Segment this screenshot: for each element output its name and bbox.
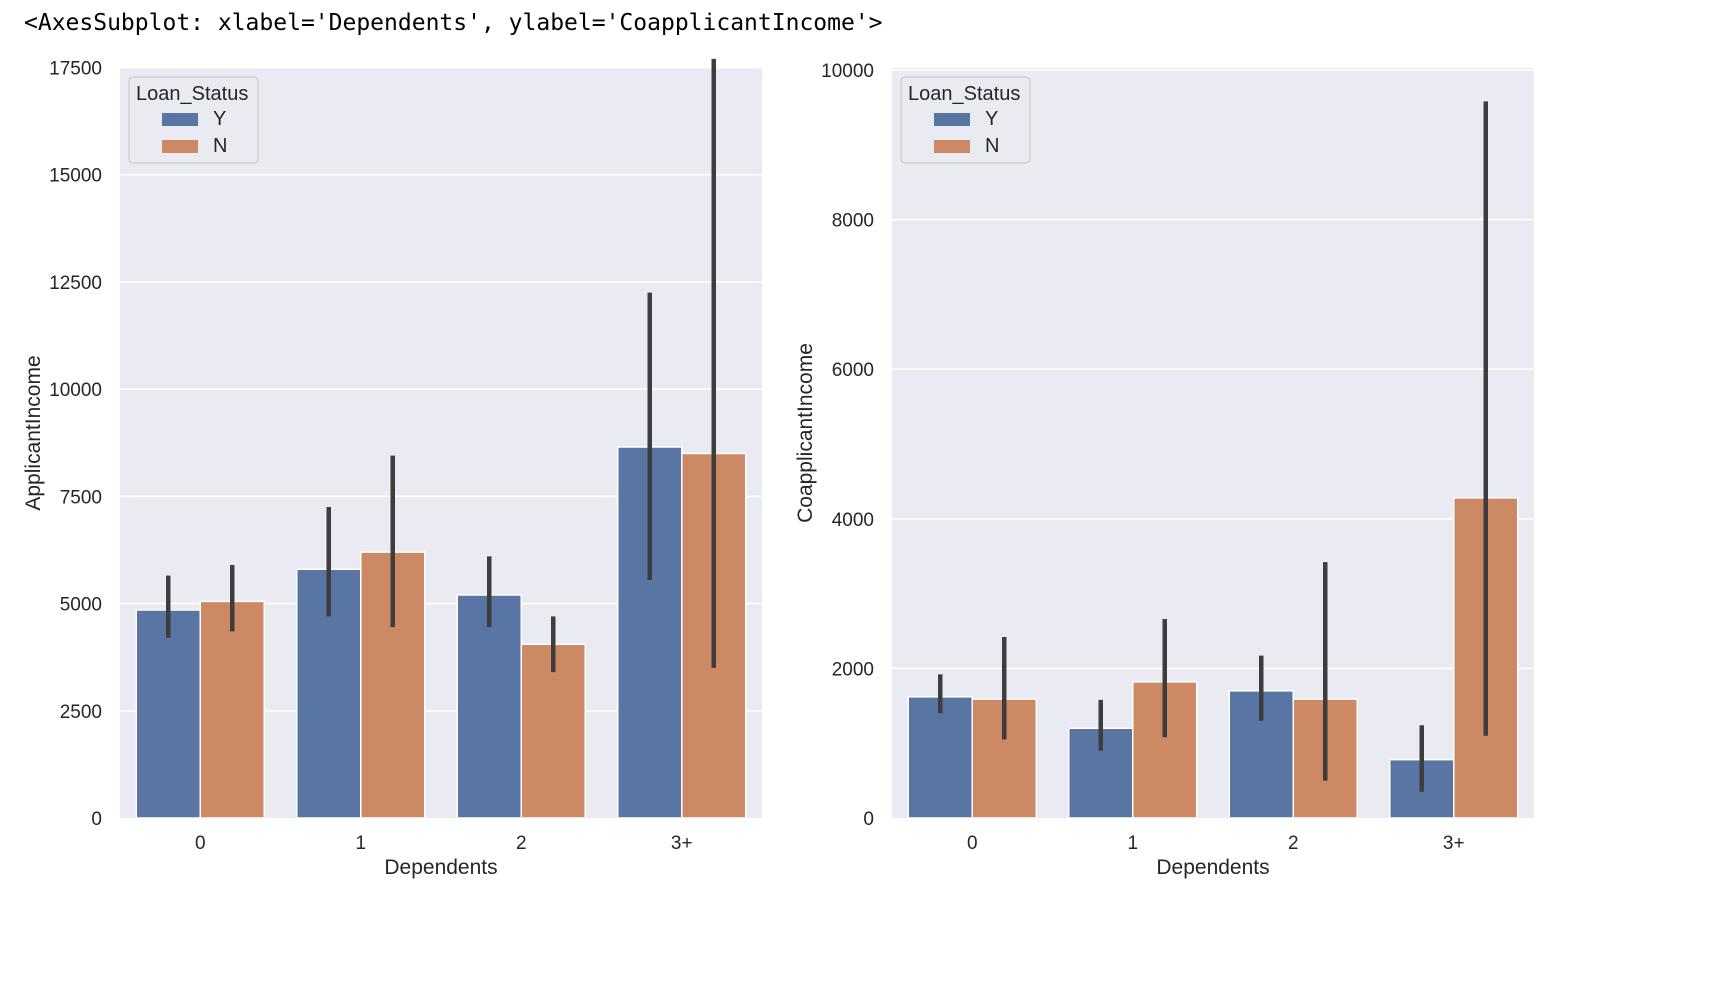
y-tick-label: 12500 [49,273,102,294]
x-tick-label: 2 [516,833,527,854]
output-repr-text: <AxesSubplot: xlabel='Dependents', ylabe… [24,10,883,36]
y-tick-label: 2000 [832,659,874,680]
legend-swatch-y [162,113,198,126]
y-tick-label: 10000 [49,380,102,401]
legend-label-n: N [213,135,227,157]
applicant-income-chart: 0 2500 5000 7500 10000 12500 15000 17500 0 1 2 3+ De… [22,58,762,879]
legend-title: Loan_Status [136,83,248,105]
y-tick-label: 2500 [60,702,102,723]
legend-label-n: N [985,135,999,157]
y-tick-label: 15000 [49,166,102,187]
y-tick-label: 6000 [832,360,874,381]
x-axis-label: Dependents [384,856,497,879]
legend: Loan_Status YN [128,76,259,164]
y-axis-label: CoapplicantIncome [794,343,817,523]
x-tick-label: 0 [967,833,978,854]
x-tick-label: 3+ [671,833,693,854]
x-tick-label: 1 [355,833,366,854]
y-tick-label: 10000 [821,61,874,82]
x-tick-label: 0 [195,833,206,854]
legend-swatch-y [934,113,970,126]
x-tick-label: 1 [1127,833,1138,854]
plot-area [892,68,1534,818]
x-tick-label: 2 [1288,833,1299,854]
legend: Loan_Status YN [900,76,1031,164]
x-axis-label: Dependents [1156,856,1269,879]
bar-n-0 [199,600,265,819]
y-tick-label: 8000 [832,211,874,232]
bar-y-0 [907,696,973,819]
legend-swatch-n [162,140,198,153]
bar-y-0 [135,609,201,819]
legend-label-y: Y [213,108,226,130]
y-tick-label: 0 [91,809,102,830]
coapplicant-income-chart: 0 2000 4000 6000 8000 10000 0 1 2 3+ Dependents Coa… [794,61,1534,879]
bar-y-2 [456,594,522,819]
legend-title: Loan_Status [908,83,1020,105]
y-tick-label: 17500 [49,58,102,79]
y-tick-label: 4000 [832,510,874,531]
y-tick-label: 7500 [60,487,102,508]
y-tick-label: 0 [863,809,874,830]
y-tick-label: 5000 [60,595,102,616]
y-axis-label: ApplicantIncome [22,355,45,510]
legend-swatch-n [934,140,970,153]
legend-label-y: Y [985,108,998,130]
x-tick-label: 3+ [1443,833,1465,854]
